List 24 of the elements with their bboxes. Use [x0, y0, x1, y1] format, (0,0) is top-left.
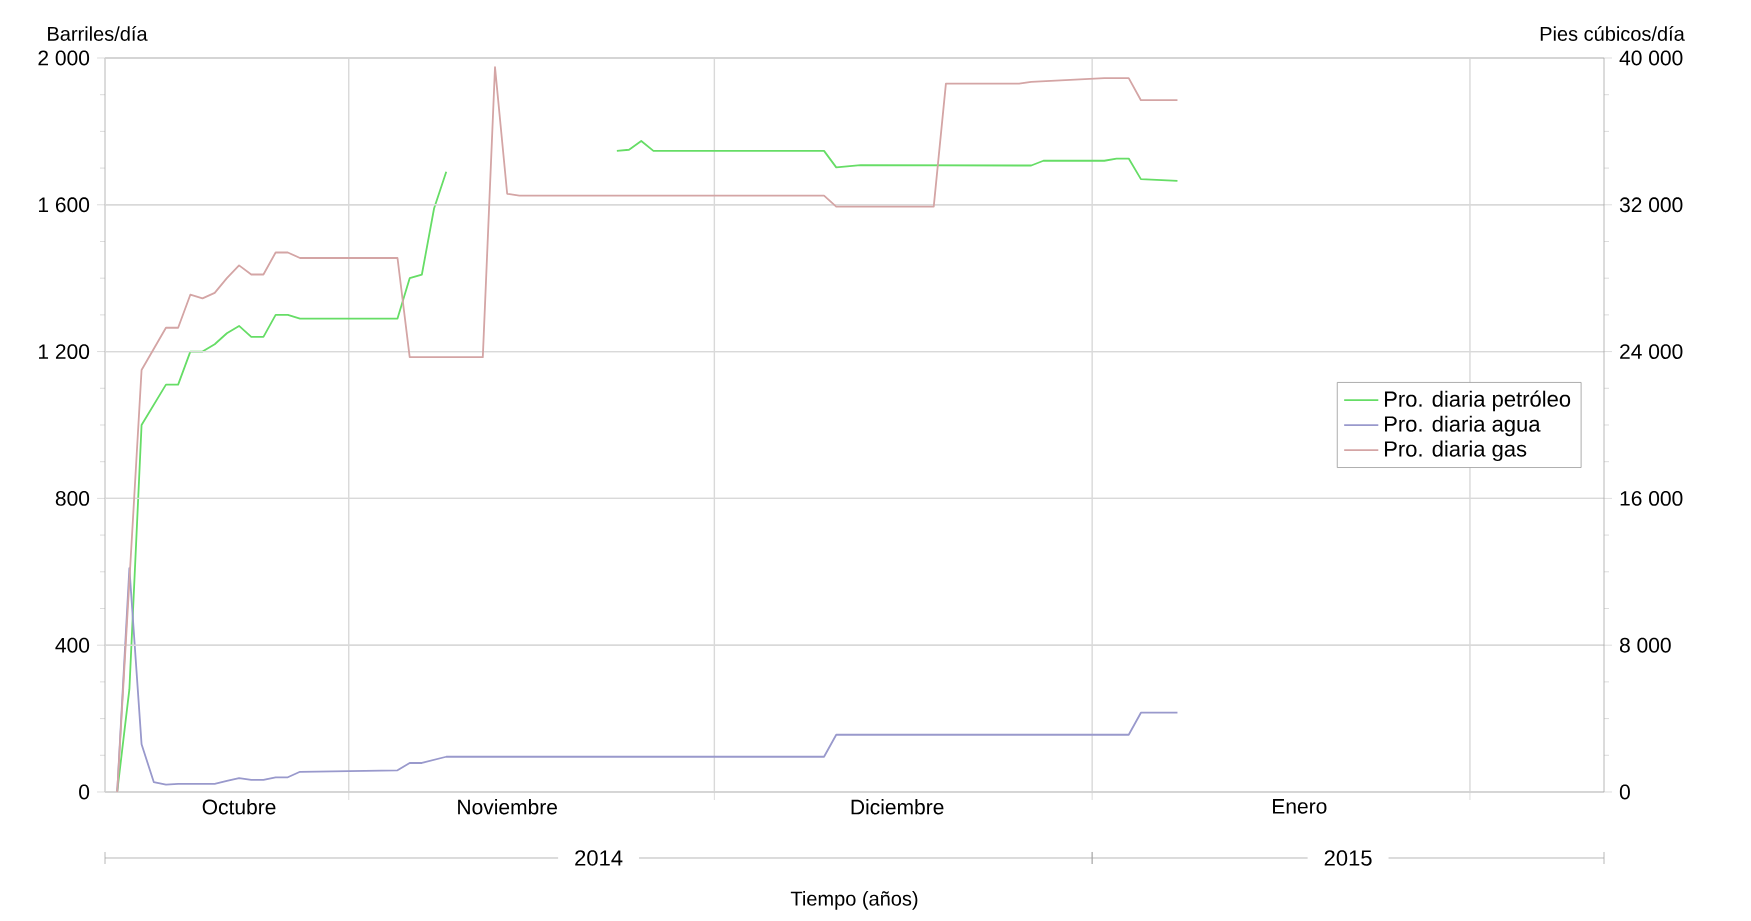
legend-label: Pro. diaria agua	[1385, 415, 1541, 437]
y-tick-label: 400	[55, 637, 90, 653]
y2-tick-label: 24 000	[1620, 344, 1683, 360]
legend-label: Pro. diaria gas	[1385, 440, 1527, 462]
legend-label: Pro. diaria petróleo	[1385, 390, 1571, 412]
y-tick-label: 1 200	[39, 344, 90, 360]
text: 2014	[575, 850, 623, 866]
y2-tick-label: 32 000	[1619, 197, 1683, 213]
y2-tick-label: 0	[1619, 784, 1630, 800]
x-tick-label: Octubre	[202, 799, 276, 815]
y-tick-label: 2 000	[38, 50, 90, 66]
y-tick-label: 800	[55, 490, 90, 506]
y2-tick-label: 8 000	[1619, 637, 1671, 653]
x-axis-title: Tiempo (años)	[790, 891, 918, 910]
y2-axis-title: Pies cúbicos/día	[1540, 25, 1685, 41]
y-tick-label: 0	[79, 784, 90, 800]
y-axis-title: Barriles/día	[48, 25, 148, 41]
text: 2015	[1324, 850, 1372, 866]
x-tick-label: Diciembre	[851, 799, 944, 815]
x-tick-label: Enero	[1273, 799, 1327, 814]
y2-tick-label: 16 000	[1620, 490, 1683, 506]
y2-tick-label: 40 000	[1619, 50, 1683, 66]
y-tick-label: 1 600	[39, 197, 90, 213]
x-tick-label: Noviembre	[458, 799, 557, 815]
